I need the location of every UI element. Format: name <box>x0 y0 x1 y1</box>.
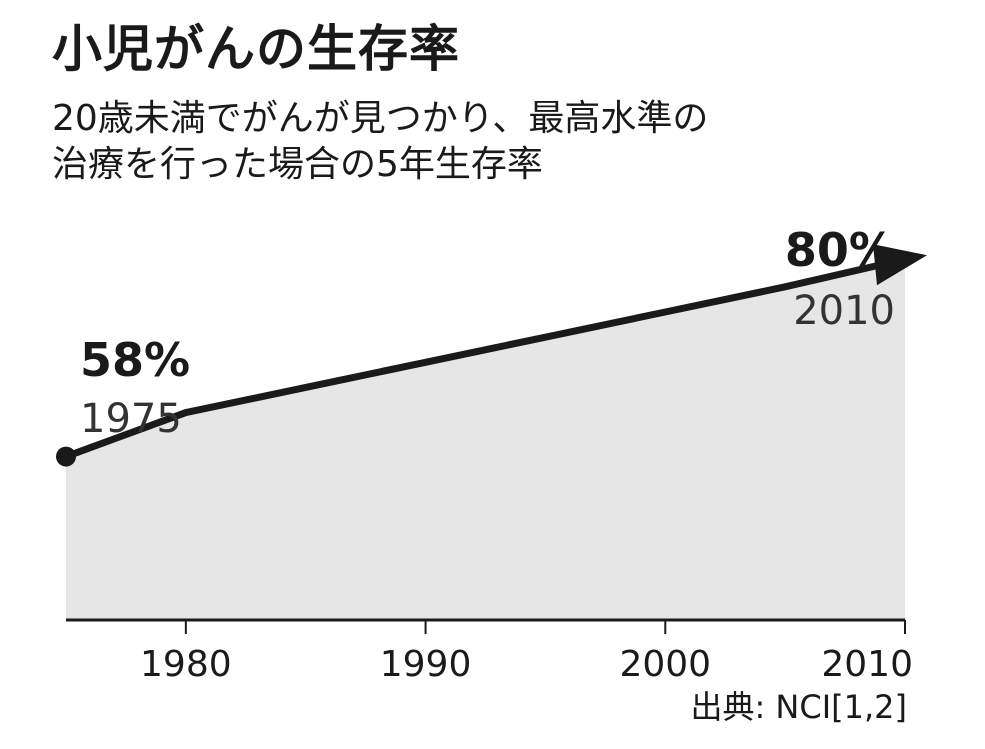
annotation-year-end: 2010 <box>793 288 895 334</box>
annotation-value-end: 80% <box>785 223 895 277</box>
subtitle-line-1: 20歳未満でがんが見つかり、最高水準の <box>52 98 709 139</box>
x-tick-label-1990: 1990 <box>380 644 472 685</box>
area-fill <box>66 181 905 620</box>
x-tick-label-2010: 2010 <box>821 644 913 685</box>
annotation-year-start: 1975 <box>80 396 182 442</box>
chart-subtitle: 20歳未満でがんが見つかり、最高水準の 治療を行った場合の5年生存率 <box>52 96 708 188</box>
x-tick-label-2000: 2000 <box>619 644 711 685</box>
trend-arrow-head <box>873 244 927 286</box>
subtitle-line-2: 治療を行った場合の5年生存率 <box>52 144 543 185</box>
annotation-value-start: 58% <box>80 333 190 387</box>
source-note: 出典: NCI[1,2] <box>690 688 907 726</box>
series-line <box>62 255 909 461</box>
start-point <box>56 446 76 467</box>
chart-title: 小児がんの生存率 <box>52 20 460 78</box>
x-tick-label-1980: 1980 <box>140 644 232 685</box>
